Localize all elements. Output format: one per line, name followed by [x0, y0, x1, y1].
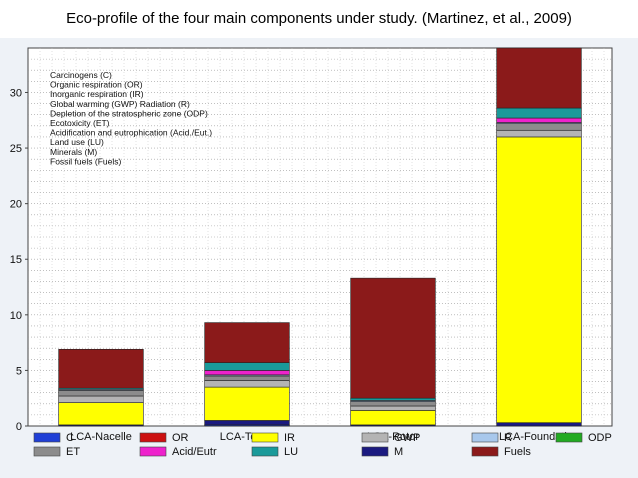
legend-swatch [33, 446, 61, 457]
legend-category-entry: Inorganic respiration (IR) [50, 89, 144, 99]
bar-segment [350, 397, 436, 401]
legend-category-entry: Carcinogens (C) [50, 70, 112, 80]
bar-segment [204, 386, 290, 421]
y-tick-label: 5 [16, 365, 22, 377]
legend-label: GWP [394, 432, 420, 444]
legend-label: Fuels [504, 446, 531, 458]
bar-segment [350, 405, 436, 411]
chart-title: Eco-profile of the four main components … [66, 10, 572, 27]
legend-label: Acid/Eutr [172, 446, 217, 458]
y-tick-label: 10 [10, 310, 22, 322]
legend-swatch [471, 446, 499, 457]
y-tick-label: 25 [10, 143, 22, 155]
y-tick-label: 15 [10, 254, 22, 266]
bar-segment [58, 348, 144, 389]
legend-category-entry: Minerals (M) [50, 147, 97, 157]
bar-segment [350, 401, 436, 407]
legend-category-entry: Ecotoxicity (ET) [50, 118, 110, 128]
legend-swatch [139, 446, 167, 457]
y-tick-label: 30 [10, 87, 22, 99]
bar-segment [204, 370, 290, 376]
bar-segment [496, 136, 582, 423]
bar-segment [496, 47, 582, 109]
bar-segment [350, 410, 436, 426]
legend-category-entry: Depletion of the stratospheric zone (ODP… [50, 108, 208, 118]
legend-swatch [471, 432, 499, 443]
bar-segment [58, 402, 144, 426]
legend-swatch [139, 432, 167, 443]
bar-segment [204, 420, 290, 426]
legend-label: R [504, 432, 512, 444]
legend-swatch [251, 432, 279, 443]
bar-segment [204, 380, 290, 388]
legend-label: C [66, 432, 74, 444]
legend-category-entry: Organic respiration (OR) [50, 80, 143, 90]
bar-segment [204, 322, 290, 363]
legend-label: M [394, 446, 403, 458]
legend-category-entry: Global warming (GWP) Radiation (R) [50, 99, 190, 109]
bar-segment [496, 117, 582, 123]
bar-segment [496, 129, 582, 138]
legend-swatch [361, 446, 389, 457]
bar-segment [204, 362, 290, 371]
legend-label: OR [172, 432, 189, 444]
legend-category-entry: Land use (LU) [50, 137, 104, 147]
legend-label: LU [284, 446, 298, 458]
legend-swatch [33, 432, 61, 443]
y-tick-label: 20 [10, 199, 22, 211]
x-tick-label: LCA-Nacelle [70, 431, 132, 443]
legend-label: ET [66, 446, 80, 458]
legend-swatch [361, 432, 389, 443]
legend-category-entry: Fossil fuels (Fuels) [50, 156, 121, 166]
bar-segment [350, 277, 436, 399]
bar-segment [58, 395, 144, 403]
bar-segment [58, 390, 144, 397]
bar-segment [496, 107, 582, 119]
y-tick-label: 0 [16, 421, 22, 433]
bar-segment [496, 422, 582, 427]
bar-segment [204, 375, 290, 381]
legend-swatch [555, 432, 583, 443]
legend-label: ODP [588, 432, 612, 444]
bar-segment [496, 123, 582, 131]
legend-swatch [251, 446, 279, 457]
legend-category-entry: Acidification and eutrophication (Acid./… [50, 128, 212, 138]
legend-label: IR [284, 432, 295, 444]
